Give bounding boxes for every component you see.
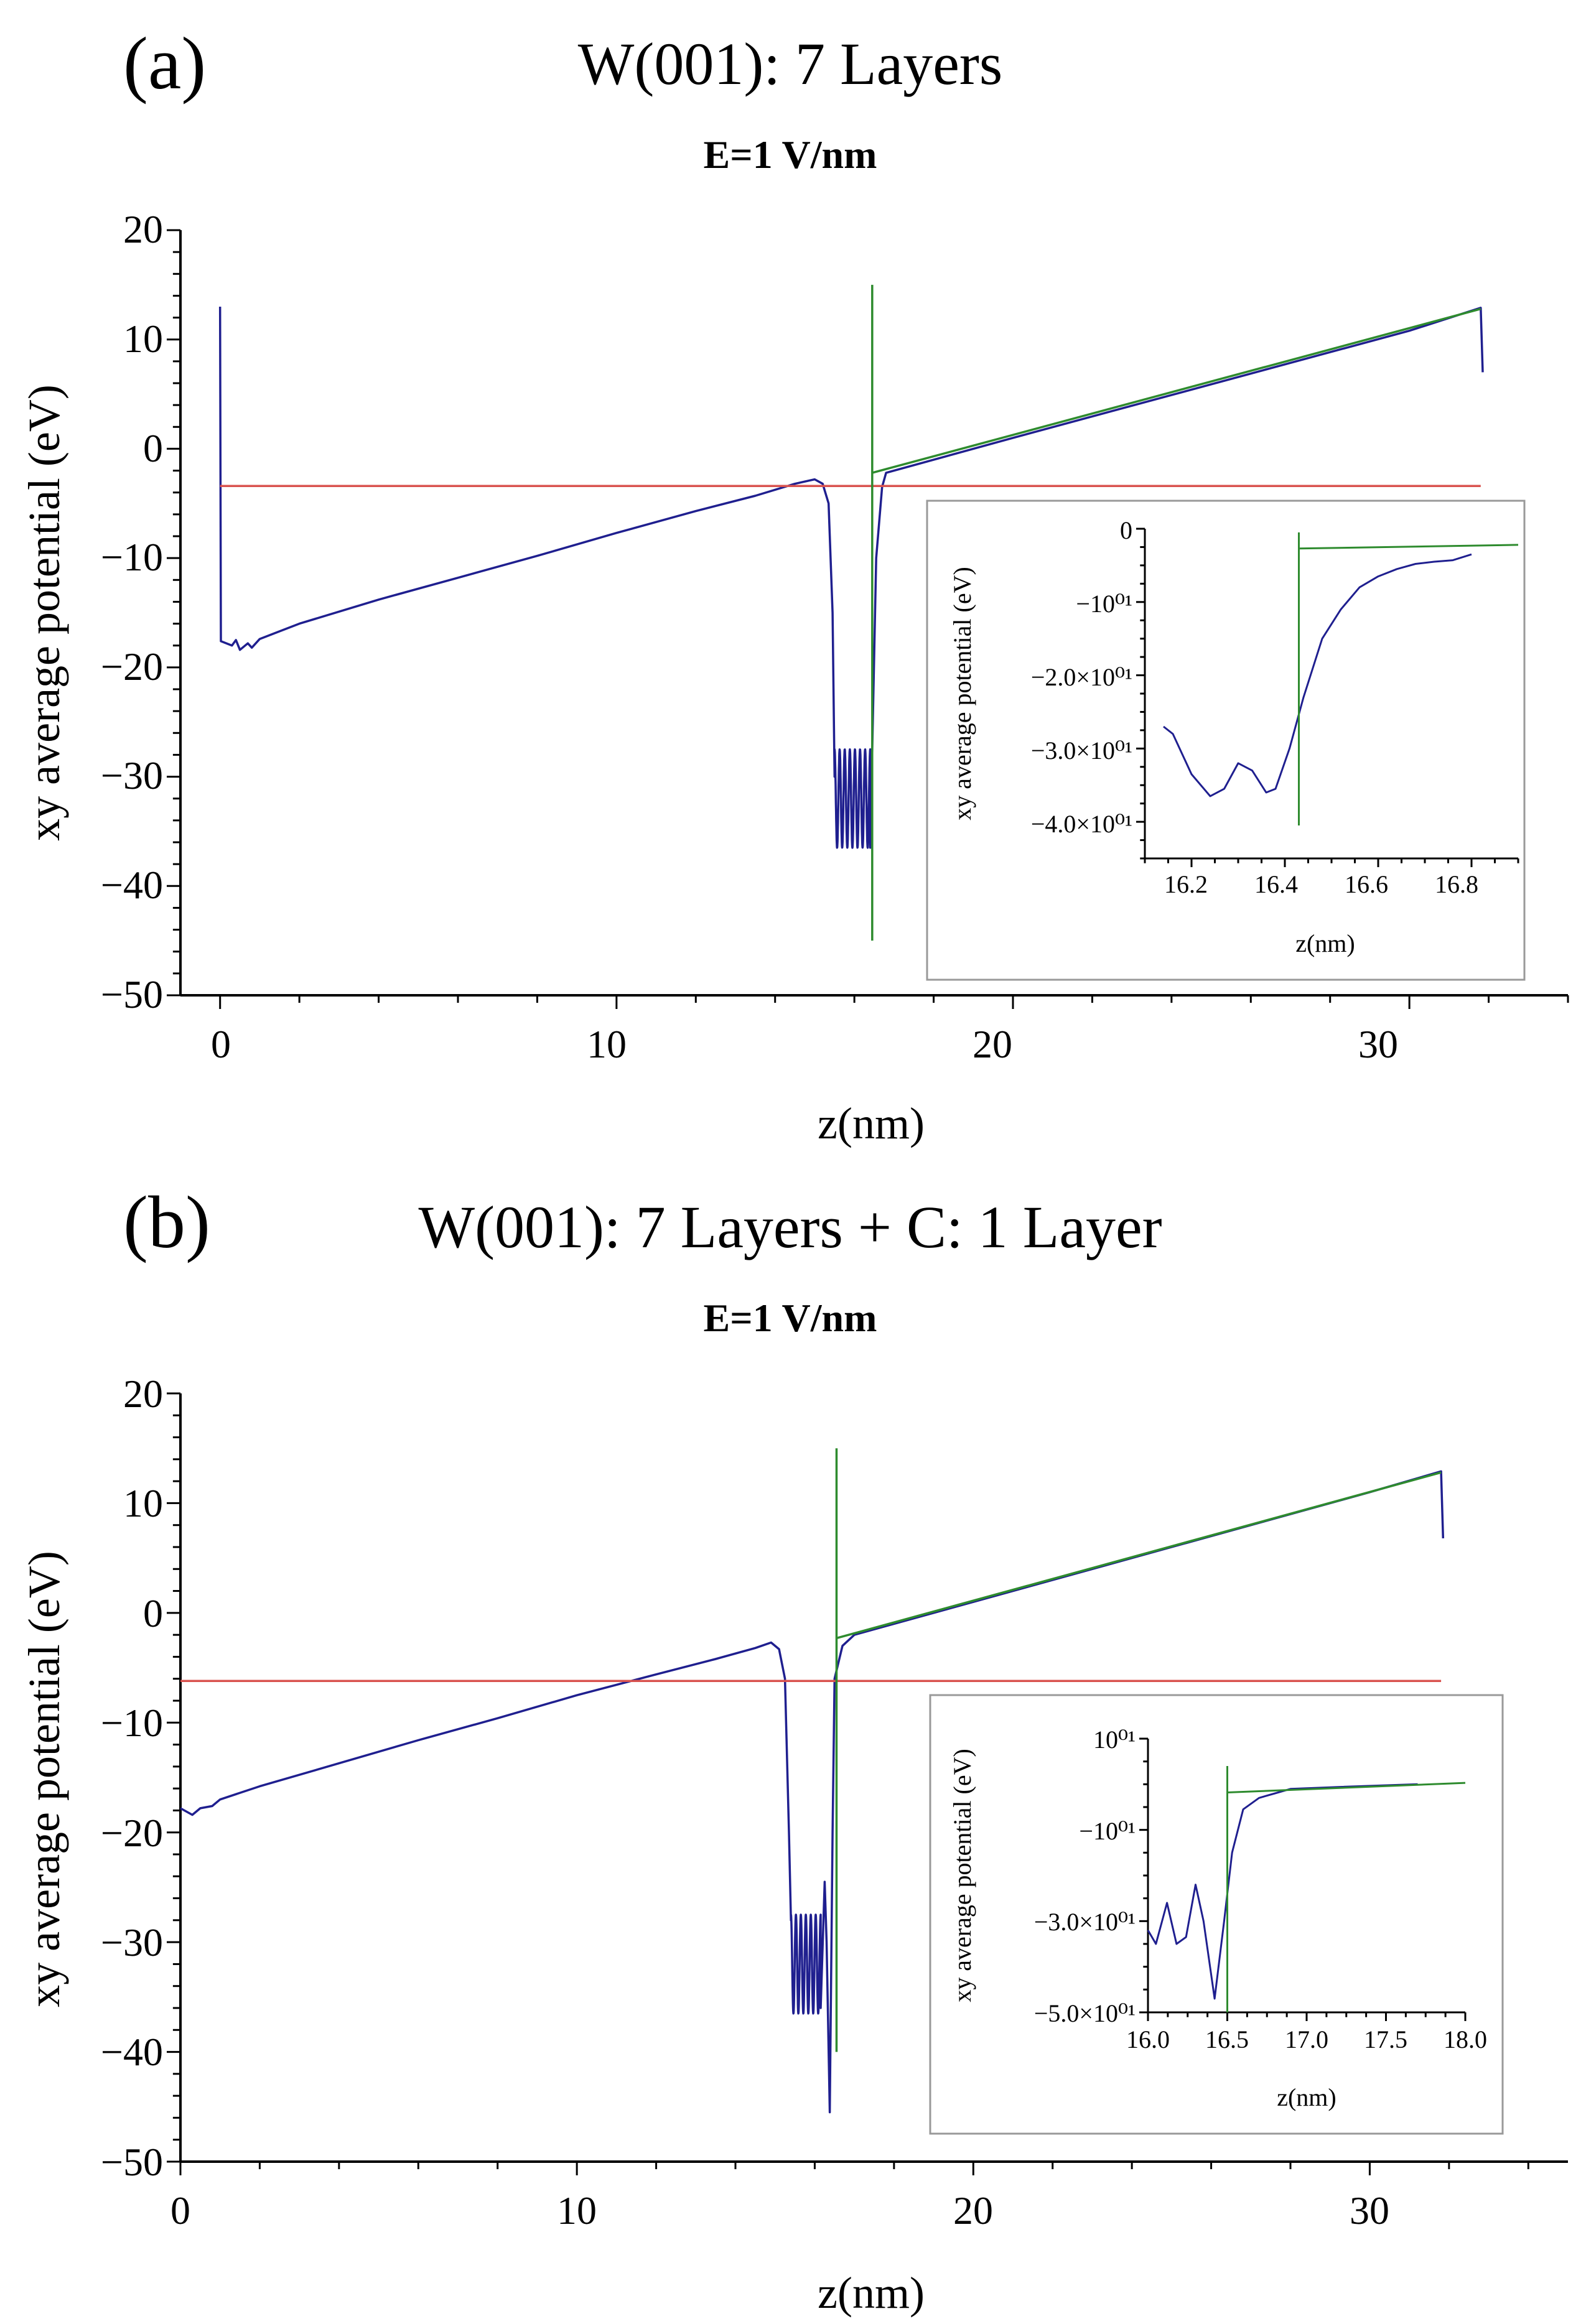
panel-a-inset-ticks (1136, 528, 1519, 867)
panel-a-xlabel: z(nm) (818, 1099, 925, 1148)
panel-b-ytick-20: 20 (123, 1372, 163, 1416)
panel-b-xtick-0: 0 (170, 2188, 190, 2233)
panel-a-inset-potential-line (1163, 553, 1472, 797)
panel-b-label: (b) (123, 1181, 210, 1263)
panel-a-inset-xtick-16.2: 16.2 (1164, 870, 1208, 898)
panel-b-inset-series (1147, 1766, 1466, 2012)
panel-a-xtick-20: 20 (973, 1022, 1012, 1066)
panel-b-inset-xtick-16.0: 16.0 (1126, 2025, 1170, 2053)
panel-a-xtick-10: 10 (587, 1022, 627, 1066)
panel-b-xtick-20: 20 (953, 2188, 993, 2233)
panel-a-inset-ytick-0: 0 (1120, 516, 1132, 544)
panel-a-inset-ytick-m10: −10⁰¹ (1076, 590, 1132, 618)
panel-a-xtick-0: 0 (211, 1022, 231, 1066)
panel-a-title: W(001): 7 Layers (578, 30, 1002, 97)
panel-a-inset-xtick-16.8: 16.8 (1435, 870, 1478, 898)
panel-b-ticks (167, 1392, 1529, 2175)
panel-a-inset-ytick-m30: −3.0×10⁰¹ (1031, 737, 1132, 765)
panel-b-title: W(001): 7 Layers + C: 1 Layer (418, 1194, 1162, 1260)
panel-b-inset-frame (929, 1694, 1504, 2135)
panel-a-ytick-m40: −40 (101, 863, 163, 907)
panel-b-xtick-10: 10 (557, 2188, 597, 2233)
panel-a-ytick-m20: −20 (101, 644, 163, 689)
panel-b-inset-ticks (1139, 1737, 1467, 2021)
panel-b-inset-ytick-m50: −5.0×10⁰¹ (1034, 1999, 1136, 2027)
panel-a-ytick-m50: −50 (101, 972, 163, 1016)
panel-a-inset-xtick-16.4: 16.4 (1254, 870, 1298, 898)
panel-b-inset-xtick-16.5: 16.5 (1205, 2025, 1249, 2053)
panel-b-ytick-m20: −20 (101, 1811, 163, 1855)
panel-b-inset-ytick-m30: −3.0×10⁰¹ (1034, 1908, 1136, 1936)
panel-b-ytick-m40: −40 (101, 2030, 163, 2074)
panel-b-inset-xtick-18.0: 18.0 (1444, 2025, 1487, 2053)
panel-a-inset-xtick-16.6: 16.6 (1345, 870, 1388, 898)
panel-a-ticks (167, 229, 1569, 1009)
panel-a-ytick-10: 10 (123, 317, 163, 361)
panel-a-inset-series (1163, 532, 1519, 825)
panel-a-ytick-0: 0 (143, 426, 163, 470)
panel-b-ylabel: xy average potential (eV) (19, 1551, 69, 2007)
panel-b-ytick-0: 0 (143, 1591, 163, 1635)
panel-b-ytick-m30: −30 (101, 1920, 163, 1964)
panel-a-ytick-20: 20 (123, 207, 163, 251)
panel-b-inset-xlabel: z(nm) (1277, 2083, 1336, 2111)
panel-b-inset-ylabel: xy average potential (eV) (948, 1749, 976, 2002)
panel-b-inset-xtick-17.0: 17.0 (1285, 2025, 1328, 2053)
panel-b-series (180, 1448, 1445, 2114)
panel-b-fit-line-1 (836, 1471, 1442, 1640)
panel-a-inset-frame (926, 500, 1526, 981)
panel-b-inset-fit-line-1 (1227, 1782, 1466, 1794)
panel-a-ytick-m30: −30 (101, 753, 163, 797)
panel-a-inset-ylabel: xy average potential (eV) (948, 567, 976, 820)
panel-b-subtitle: E=1 V/nm (704, 1296, 877, 1340)
panel-a-label: (a) (123, 22, 206, 105)
panel-b-xlabel: z(nm) (818, 2268, 925, 2318)
panel-a-subtitle: E=1 V/nm (704, 132, 877, 177)
panel-a-inset-xlabel: z(nm) (1295, 929, 1355, 957)
panel-a-inset-ytick-m40: −4.0×10⁰¹ (1031, 810, 1132, 838)
panel-b-potential-line (180, 1470, 1445, 2114)
panel-b-xtick-30: 30 (1350, 2188, 1389, 2233)
panel-b-inset-ytick-10: 10⁰¹ (1093, 1726, 1136, 1754)
panel-b-ytick-m50: −50 (101, 2140, 163, 2184)
panel-a-potential-line (218, 306, 1484, 849)
panel-b-inset-ytick-m10: −10⁰¹ (1079, 1817, 1136, 1845)
panel-b-ytick-10: 10 (123, 1481, 163, 1525)
panel-a-ylabel: xy average potential (eV) (19, 384, 69, 841)
panel-a-inset-fit-line-1 (1299, 544, 1519, 550)
panel-b: (b) W(001): 7 Layers + C: 1 Layer E=1 V/… (19, 1181, 1568, 2318)
panel-a-ytick-m10: −10 (101, 535, 163, 579)
panel-a-inset-ytick-m20: −2.0×10⁰¹ (1031, 663, 1132, 691)
panel-b-ytick-m10: −10 (101, 1701, 163, 1745)
panel-a-fit-line-1 (872, 307, 1481, 474)
panel-b-inset-xtick-17.5: 17.5 (1364, 2025, 1407, 2053)
panel-a: (a) W(001): 7 Layers E=1 V/nm 0 10 20 30… (19, 22, 1569, 1148)
panel-a-series (218, 284, 1484, 941)
panel-a-xtick-30: 30 (1358, 1022, 1398, 1066)
